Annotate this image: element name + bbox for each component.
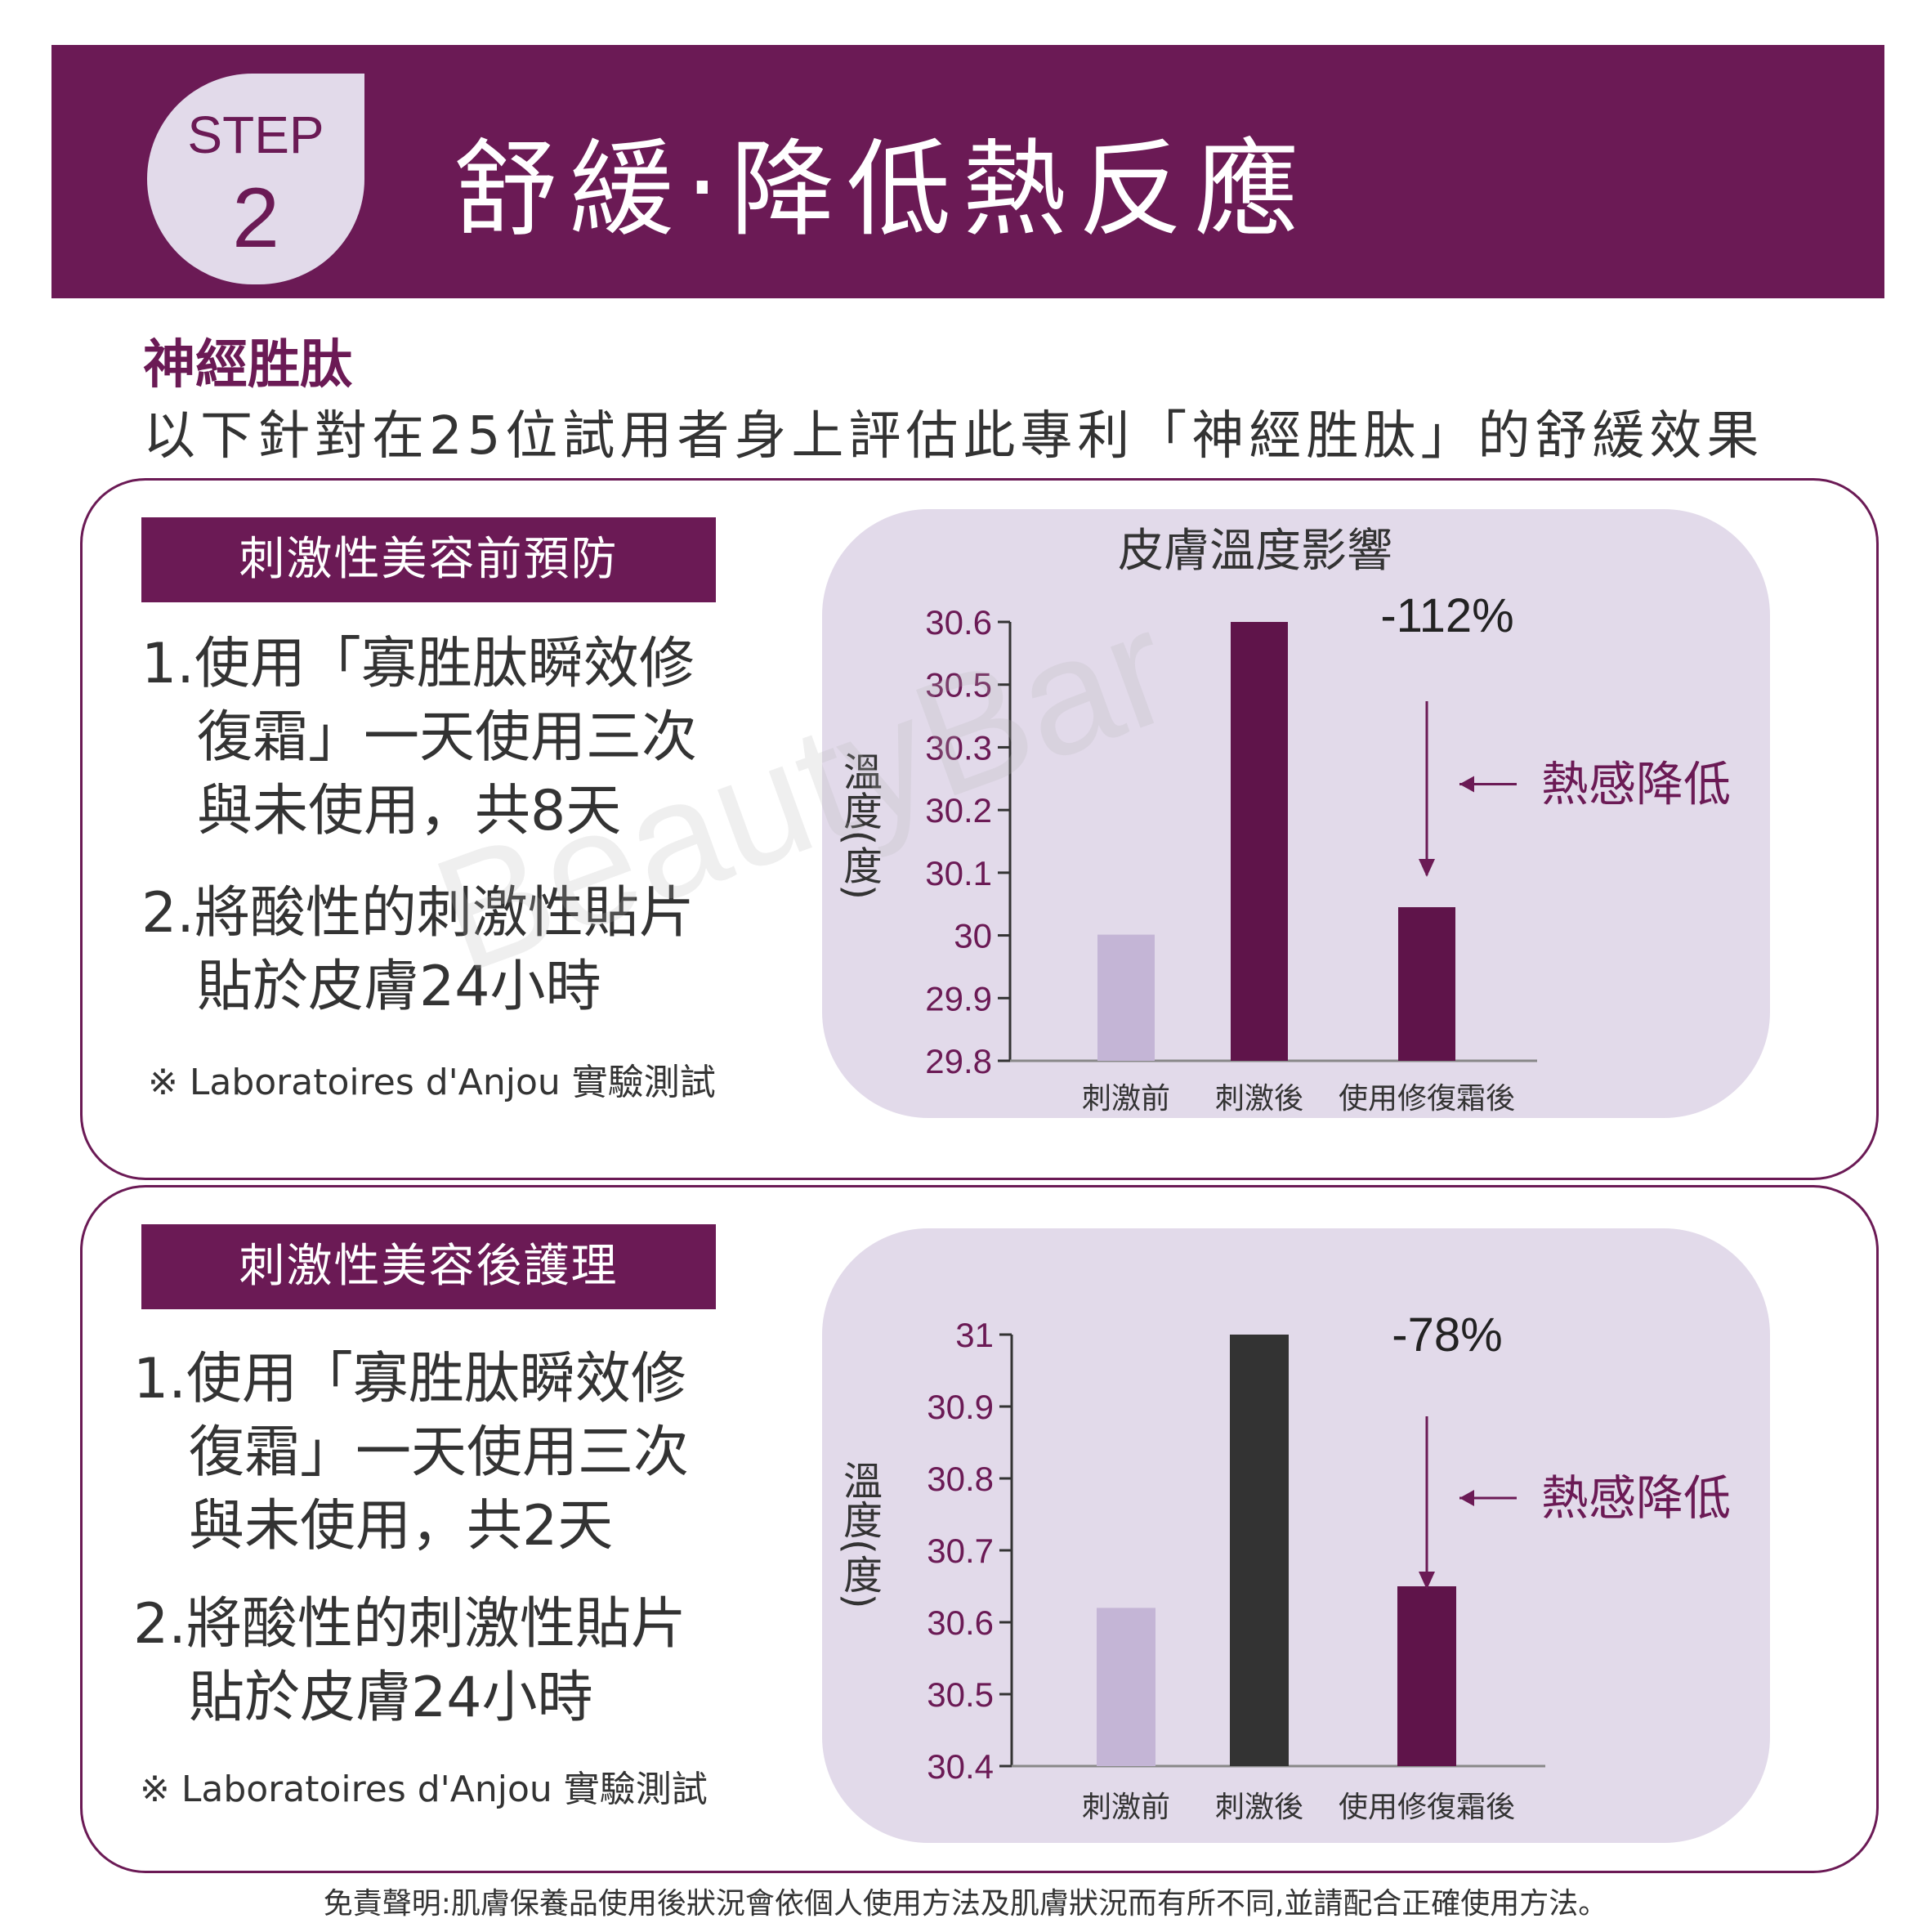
y-tick-label: 30 <box>954 917 992 955</box>
step-badge: STEP 2 <box>147 74 364 284</box>
bar <box>1097 934 1155 1061</box>
y-tick-label: 30.9 <box>927 1388 994 1426</box>
instruction-2: 2.將酸性的刺激性貼片 貼於皮膚24小時 <box>141 877 695 1024</box>
percent-label: -78% <box>1392 1308 1502 1362</box>
temperature-chart: 溫度(度) 31 30.9 30.8 30.7 30.6 30.5 30.4 刺激前 刺激後 使用修… <box>836 1308 1731 1824</box>
panel-aftercare: 刺激性美容後護理 1.使用「寡胜肽瞬效修 復霜」一天使用三次 與未使用，共2天 … <box>80 1185 1879 1873</box>
lab-note: ※ Laboratoires d'Anjou 實驗測試 <box>140 1769 708 1810</box>
pointer-head <box>1459 776 1474 793</box>
lab-note: ※ Laboratoires d'Anjou 實驗測試 <box>148 1062 716 1103</box>
x-tick-label: 刺激前 <box>1082 1791 1170 1824</box>
y-tick-label: 30.5 <box>925 666 992 704</box>
disclaimer: 免責聲明:肌膚保養品使用後狀況會依個人使用方法及肌膚狀況而有所不同,並請配合正確… <box>323 1887 1608 1921</box>
instruction-line: 與未使用，共2天 <box>133 1494 614 1559</box>
y-tick-label: 31 <box>955 1316 994 1354</box>
x-tick-label: 刺激後 <box>1215 1082 1303 1116</box>
x-tick-label: 刺激後 <box>1215 1791 1303 1824</box>
instruction-2: 2.將酸性的刺激性貼片 貼於皮膚24小時 <box>133 1588 686 1735</box>
bar <box>1230 1335 1289 1766</box>
instruction-1: 1.使用「寡胜肽瞬效修 復霜」一天使用三次 與未使用，共8天 <box>141 628 697 848</box>
y-axis-label: 溫度(度) <box>836 1460 882 1608</box>
bar <box>1231 622 1288 1061</box>
instruction-line: 2.將酸性的刺激性貼片 <box>133 1592 686 1657</box>
arrow-head <box>1419 1572 1435 1590</box>
panel-heading: 刺激性美容前預防 <box>141 517 716 602</box>
y-tick-label: 30.2 <box>925 791 992 830</box>
instruction-line: 與未使用，共8天 <box>141 779 622 843</box>
chart-box: 溫度(度) 31 30.9 30.8 30.7 30.6 30.5 30.4 刺激前 刺激後 使用修… <box>822 1228 1770 1843</box>
bar <box>1397 1586 1456 1766</box>
panel-prevention: 刺激性美容前預防 1.使用「寡胜肽瞬效修 復霜」一天使用三次 與未使用，共8天 … <box>80 478 1879 1180</box>
y-tick-label: 30.4 <box>927 1747 994 1786</box>
y-tick-label: 30.7 <box>927 1532 994 1570</box>
y-tick-label: 30.3 <box>925 728 992 767</box>
annotation-label: 熱感降低 <box>1541 1470 1731 1526</box>
bar <box>1398 907 1455 1061</box>
subtitle: 神經胜肽 <box>143 335 352 396</box>
instruction-line: 貼於皮膚24小時 <box>133 1666 593 1730</box>
percent-label: -112% <box>1380 589 1513 642</box>
y-tick-label: 30.5 <box>927 1675 994 1714</box>
instruction-line: 復霜」一天使用三次 <box>133 1420 690 1485</box>
pointer-head <box>1459 1490 1474 1506</box>
y-tick-label: 30.8 <box>927 1460 994 1498</box>
page-title: 舒緩‧降低熱反應 <box>454 129 1311 251</box>
instruction-line: 2.將酸性的刺激性貼片 <box>141 881 695 946</box>
y-axis-label: 溫度(度) <box>836 752 882 900</box>
x-tick-label: 刺激前 <box>1082 1082 1170 1116</box>
arrow-head <box>1419 859 1435 877</box>
instruction-line: 1.使用「寡胜肽瞬效修 <box>141 632 695 696</box>
y-tick-label: 30.6 <box>927 1603 994 1642</box>
instruction-line: 1.使用「寡胜肽瞬效修 <box>133 1347 686 1411</box>
x-tick-label: 使用修復霜後 <box>1339 1791 1515 1824</box>
step-number: 2 <box>232 171 279 266</box>
y-tick-label: 30.6 <box>925 603 992 642</box>
bar <box>1097 1608 1155 1766</box>
y-tick-label: 30.1 <box>925 854 992 892</box>
instruction-1: 1.使用「寡胜肽瞬效修 復霜」一天使用三次 與未使用，共2天 <box>133 1343 689 1563</box>
intro-text: 以下針對在25位試用者身上評估此專利「神經胜肽」的舒緩效果 <box>143 406 1764 467</box>
x-tick-label: 使用修復霜後 <box>1339 1082 1515 1116</box>
chart-title: 皮膚溫度影響 <box>1118 525 1392 578</box>
step-label: STEP <box>187 105 324 164</box>
annotation-label: 熱感降低 <box>1541 757 1731 812</box>
chart-box: 皮膚溫度影響溫度(度) 30.6 30.5 30.3 30.2 30.1 30 29.9 29.… <box>822 509 1770 1118</box>
panel-heading: 刺激性美容後護理 <box>141 1224 716 1309</box>
y-tick-label: 29.8 <box>925 1042 992 1080</box>
instruction-line: 貼於皮膚24小時 <box>141 955 601 1019</box>
instruction-line: 復霜」一天使用三次 <box>141 705 698 770</box>
y-tick-label: 29.9 <box>925 979 992 1017</box>
